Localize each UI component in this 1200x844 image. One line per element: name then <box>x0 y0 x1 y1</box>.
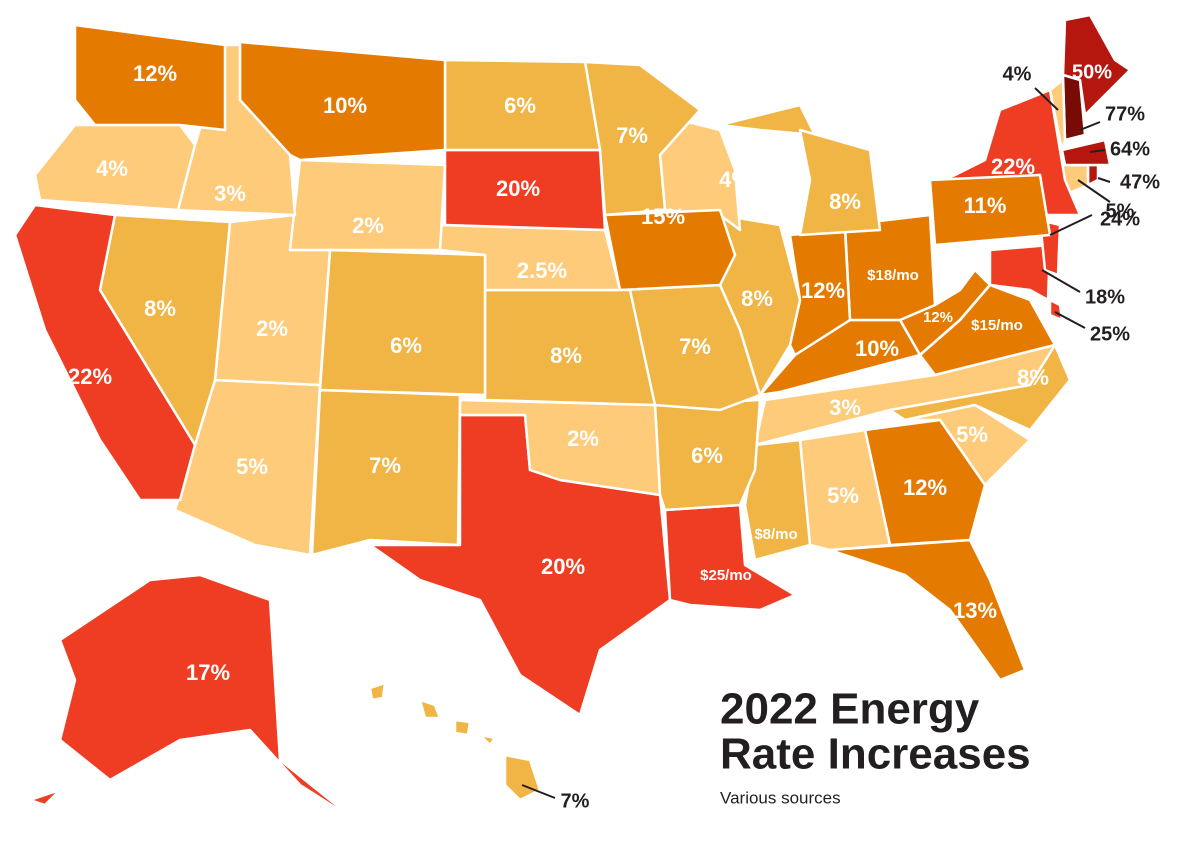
state-label: 15% <box>641 204 685 229</box>
state-label: 17% <box>186 660 230 685</box>
state <box>13 203 197 502</box>
leader-line <box>1077 179 1111 203</box>
state-label: 8% <box>550 343 582 368</box>
state-label: 6% <box>390 333 422 358</box>
state <box>368 681 387 702</box>
state-label: 7% <box>616 123 648 148</box>
state-label: 20% <box>541 554 585 579</box>
state-label: 12% <box>903 475 947 500</box>
state-label: 4% <box>1003 63 1032 85</box>
state <box>318 248 487 397</box>
subtitle: Various sources <box>720 788 841 807</box>
state <box>1086 163 1100 187</box>
state-label: 20% <box>496 176 540 201</box>
state-label: 2% <box>567 426 599 451</box>
state <box>988 243 1052 302</box>
leader-line <box>1034 87 1059 111</box>
state <box>458 398 662 497</box>
state-label: 2% <box>256 316 288 341</box>
state-label: 77% <box>1105 103 1145 125</box>
state <box>73 23 227 132</box>
state-label: 25% <box>1090 323 1130 345</box>
state-label: 8% <box>1017 365 1049 390</box>
state-label: 10% <box>855 336 899 361</box>
state <box>478 733 497 747</box>
state <box>418 698 442 720</box>
state-label: 8% <box>829 189 861 214</box>
leader-line <box>1097 177 1111 183</box>
state-label: 5% <box>1106 200 1135 222</box>
state <box>28 788 62 807</box>
state-label: 12% <box>923 309 953 326</box>
state <box>1060 138 1112 167</box>
state-label: 5% <box>956 422 988 447</box>
state-label: $25/mo <box>700 567 752 584</box>
leader-line <box>1049 214 1093 236</box>
state <box>1048 78 1067 152</box>
state-label: 10% <box>323 93 367 118</box>
state-label: 22% <box>991 154 1035 179</box>
state-label: 7% <box>369 453 401 478</box>
state-label: 4% <box>96 156 128 181</box>
state-label: 2% <box>352 213 384 238</box>
title-line: 2022 Energy <box>720 685 980 734</box>
state-label: $8/mo <box>754 526 797 543</box>
leader-line <box>1041 269 1081 293</box>
leader-line <box>1079 121 1101 131</box>
state-label: 3% <box>214 181 246 206</box>
state-label: 8% <box>144 296 176 321</box>
state-label: 12% <box>801 278 845 303</box>
state <box>58 573 357 822</box>
state-label: 13% <box>953 598 997 623</box>
state <box>503 753 542 802</box>
state-label: $18/mo <box>867 267 919 284</box>
state-label: 11% <box>964 193 1007 218</box>
state <box>1048 298 1064 322</box>
state-label: 8% <box>741 286 773 311</box>
state <box>798 128 882 237</box>
state-label: 12% <box>133 61 177 86</box>
state-label: 7% <box>561 790 590 812</box>
state-label: 7% <box>679 334 711 359</box>
state-label: 50% <box>1072 61 1112 83</box>
leader-line <box>1054 311 1086 329</box>
leader-line <box>1089 149 1106 153</box>
state-label: 4% <box>719 167 751 192</box>
state-label: 24% <box>1100 208 1140 230</box>
state-label: 6% <box>691 443 723 468</box>
state-label: 22% <box>68 364 112 389</box>
state-label: 6% <box>504 93 536 118</box>
state-label: $15/mo <box>971 317 1023 334</box>
state-label: 5% <box>236 454 268 479</box>
state-label: 2.5% <box>517 258 567 283</box>
state <box>453 718 472 737</box>
state <box>663 503 797 612</box>
state <box>828 538 1027 682</box>
state-label: 18% <box>1085 286 1125 308</box>
state <box>288 158 447 252</box>
state-label: 5% <box>827 483 859 508</box>
state <box>743 438 812 562</box>
state-label: 47% <box>1120 171 1160 193</box>
title-line: Rate Increases <box>720 730 1031 779</box>
state-label: 64% <box>1110 138 1150 160</box>
state-label: 3% <box>829 395 861 420</box>
leader-line <box>521 784 556 799</box>
